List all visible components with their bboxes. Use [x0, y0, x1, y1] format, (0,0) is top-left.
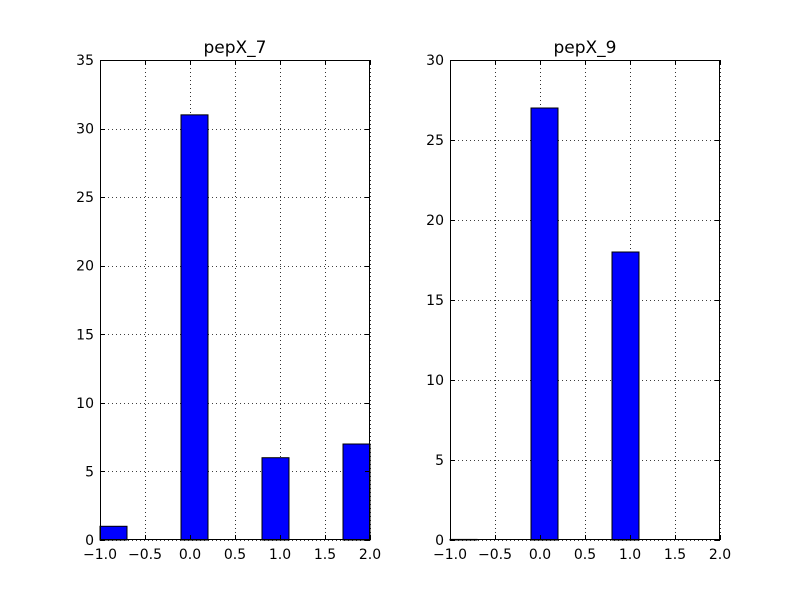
chart-title: pepX_7: [203, 38, 266, 58]
y-tick-label: 25: [76, 190, 94, 206]
x-tick-label: 1.0: [619, 547, 641, 563]
x-tick-label: 2.0: [709, 547, 731, 563]
y-tick-label: 20: [426, 213, 444, 229]
x-tick-label: −1.0: [83, 547, 117, 563]
x-tick-label: 0.0: [179, 547, 201, 563]
y-tick-label: 20: [76, 259, 94, 275]
y-tick-label: 15: [76, 327, 94, 343]
x-tick-label: 1.5: [314, 547, 336, 563]
y-tick-label: 25: [426, 133, 444, 149]
x-tick-label: 0.5: [574, 547, 596, 563]
subplot-pepX_7: −1.0 −0.5 0.0 0.5 1.0 1.5 2.0 0 5 10 15 20 25 30 35 pep…: [76, 38, 381, 563]
y-tick-label: 30: [76, 122, 94, 138]
y-tick-label: 0: [435, 533, 444, 549]
y-tick-label: 0: [85, 533, 94, 549]
x-tick-label: 0.5: [224, 547, 246, 563]
x-tick-label: 0.0: [529, 547, 551, 563]
x-tick-label: 2.0: [359, 547, 381, 563]
bar-2: [261, 457, 290, 541]
y-tick-label: 5: [85, 464, 94, 480]
x-tick-label: 1.5: [664, 547, 686, 563]
bar-1: [180, 114, 209, 541]
x-tick-label: 1.0: [269, 547, 291, 563]
bar-0: [99, 525, 128, 541]
chart-title: pepX_9: [553, 38, 616, 58]
subplot-pepX_9: −1.0 −0.5 0.0 0.5 1.0 1.5 2.0 0 5 10 15 20 25 30 pepX_…: [426, 38, 731, 563]
y-tick-label: 5: [435, 453, 444, 469]
y-tick-label: 35: [76, 53, 94, 69]
x-tick-label: −0.5: [128, 547, 162, 563]
x-tick-label: −1.0: [433, 547, 467, 563]
bar-2: [611, 251, 640, 541]
y-tick-label: 10: [426, 373, 444, 389]
y-tick-label: 30: [426, 53, 444, 69]
y-tick-label: 10: [76, 396, 94, 412]
y-tick-label: 15: [426, 293, 444, 309]
bar-1: [530, 107, 559, 541]
bar-3: [342, 443, 371, 541]
x-tick-label: −0.5: [478, 547, 512, 563]
